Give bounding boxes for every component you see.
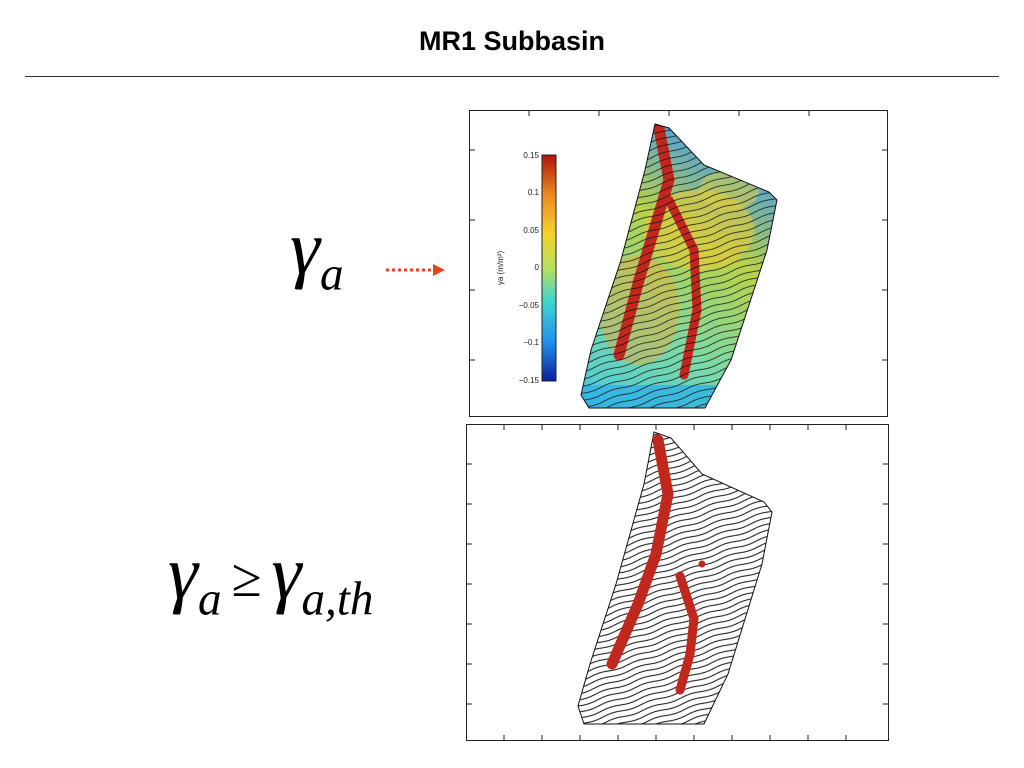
rhs-subscript: a,th bbox=[301, 573, 374, 626]
gamma-a-map: 0.15 0.1 0.05 0 −0.05 −0.1 −0.15 γa (m/m… bbox=[469, 110, 888, 417]
colorbar-tick: 0.1 bbox=[528, 188, 540, 197]
channel-network bbox=[606, 434, 706, 695]
colorbar: 0.15 0.1 0.05 0 −0.05 −0.1 −0.15 γa (m/m… bbox=[496, 151, 557, 385]
lhs-gamma-symbol: γ bbox=[168, 531, 198, 615]
colorbar-tick: −0.05 bbox=[519, 301, 540, 310]
isolated-cell bbox=[698, 560, 706, 568]
colorbar-scale bbox=[541, 154, 557, 382]
colorbar-tick: 0.15 bbox=[523, 151, 539, 160]
tributary-channel bbox=[675, 571, 699, 695]
threshold-inequality: γa ≥ γa,th bbox=[168, 535, 373, 624]
gamma-symbol: γ bbox=[290, 206, 320, 290]
gamma-a-label: γa bbox=[290, 210, 344, 299]
gamma-subscript: a bbox=[319, 248, 344, 301]
colorbar-tick: −0.1 bbox=[523, 338, 539, 347]
colorbar-label: γa (m/m²) bbox=[496, 251, 505, 286]
title-divider bbox=[25, 76, 999, 77]
frame-ticks bbox=[467, 425, 888, 740]
colorbar-tick: 0 bbox=[535, 263, 540, 272]
thresholded-channel-map bbox=[466, 424, 889, 741]
frame-ticks bbox=[470, 111, 887, 361]
dotted-arrow-icon bbox=[386, 264, 445, 276]
slide-title: MR1 Subbasin bbox=[418, 26, 606, 56]
colorbar-tick: 0.05 bbox=[523, 226, 539, 235]
colorbar-tick: −0.15 bbox=[519, 376, 540, 385]
greater-equal-sign: ≥ bbox=[231, 546, 262, 608]
lhs-subscript: a bbox=[197, 573, 222, 626]
main-channel bbox=[606, 434, 674, 670]
rhs-gamma-symbol: γ bbox=[271, 531, 302, 615]
